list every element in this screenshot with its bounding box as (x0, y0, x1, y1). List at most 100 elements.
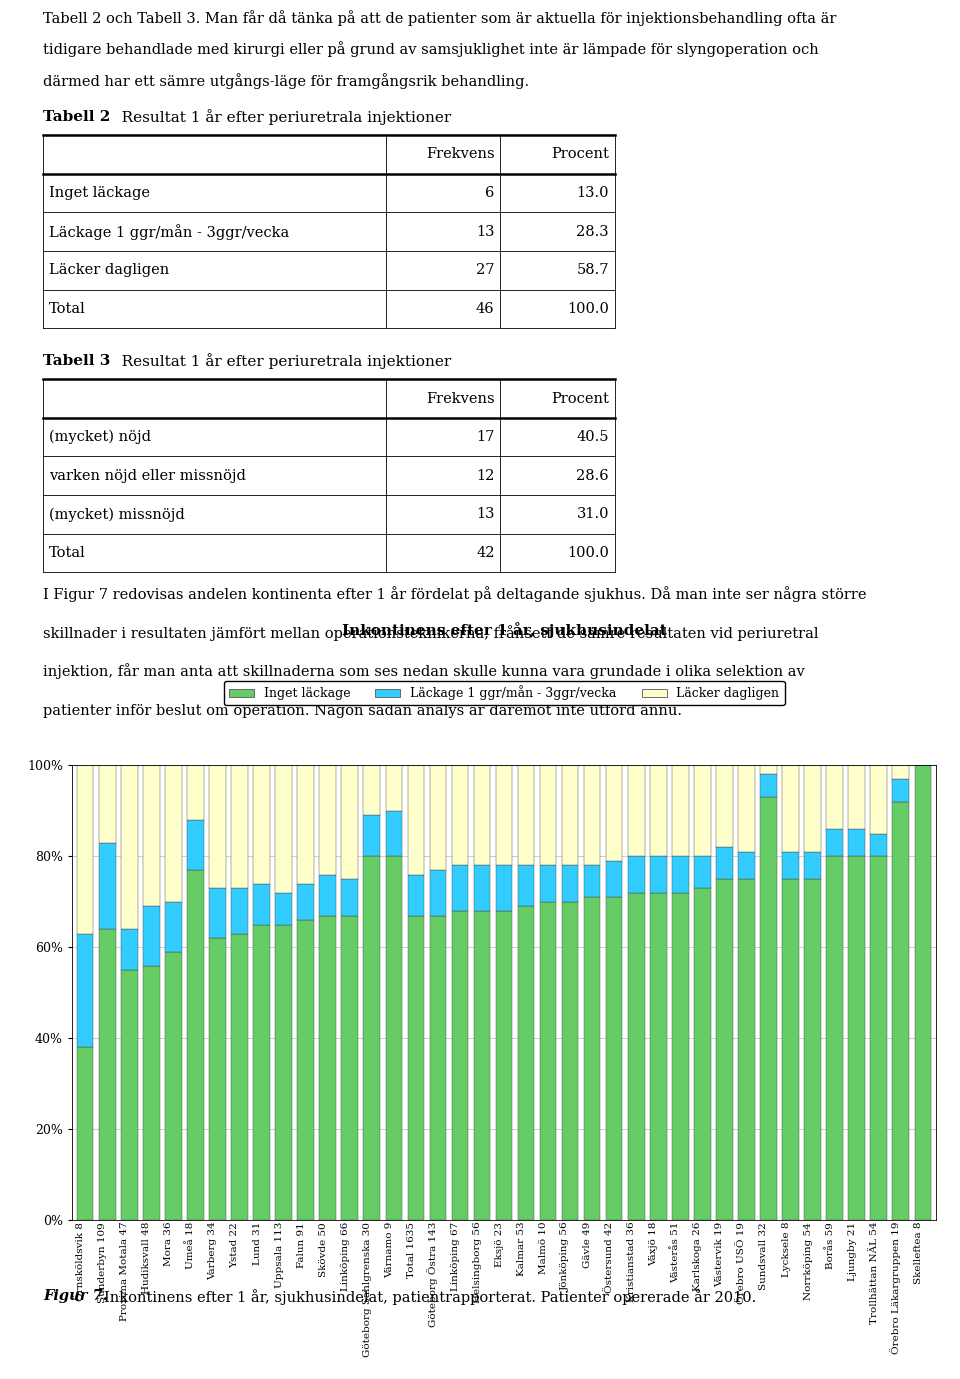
Bar (606, 860, 622, 898)
Text: Tabell 2 och Tabell 3. Man får då tänka på att de patienter som är aktuella för : Tabell 2 och Tabell 3. Man får då tänka … (43, 10, 836, 26)
Bar (760, 775, 777, 797)
Text: 17: 17 (476, 430, 494, 444)
Text: Resultat 1 år efter periuretrala injektioner: Resultat 1 år efter periuretrala injekti… (108, 353, 452, 370)
Bar (716, 765, 732, 847)
Legend: Inget läckage, Läckage 1 ggr/mån - 3ggr/vecka, Läcker dagligen: Inget läckage, Läckage 1 ggr/mån - 3ggr/… (224, 681, 784, 706)
Bar (187, 765, 204, 821)
Bar (738, 765, 755, 852)
Bar (495, 866, 513, 912)
Text: 58.7: 58.7 (576, 263, 609, 277)
Bar (276, 765, 292, 892)
Bar (827, 856, 843, 1220)
Text: 100.0: 100.0 (567, 546, 609, 560)
Bar (672, 892, 688, 1220)
Text: I Figur 7 redovisas andelen kontinenta efter 1 år fördelat på deltagande sjukhus: I Figur 7 redovisas andelen kontinenta e… (43, 586, 867, 603)
Bar (253, 765, 270, 884)
Text: 31.0: 31.0 (576, 507, 609, 521)
Bar (320, 765, 336, 874)
Text: Inget läckage: Inget läckage (49, 186, 150, 200)
Bar (276, 924, 292, 1220)
Bar (849, 765, 865, 829)
Bar (187, 870, 204, 1220)
Bar (298, 920, 314, 1220)
Bar (473, 765, 491, 866)
Bar (77, 1048, 93, 1220)
Bar (77, 934, 93, 1048)
Bar (893, 779, 909, 801)
Bar (209, 765, 226, 888)
Bar (386, 765, 402, 811)
Text: Läcker dagligen: Läcker dagligen (49, 263, 169, 277)
Text: Frekvens: Frekvens (426, 148, 494, 161)
Bar (143, 965, 159, 1220)
Bar (606, 765, 622, 860)
Bar (782, 852, 799, 880)
Bar (540, 866, 557, 902)
Text: 28.6: 28.6 (576, 469, 609, 483)
Bar (738, 880, 755, 1220)
Bar (738, 852, 755, 880)
Text: Frekvens: Frekvens (426, 392, 494, 405)
Bar (517, 765, 535, 866)
Bar (672, 765, 688, 856)
Text: 13.0: 13.0 (576, 186, 609, 200)
Text: 6: 6 (485, 186, 494, 200)
Bar (165, 952, 181, 1220)
Text: (mycket) missnöjd: (mycket) missnöjd (49, 507, 184, 521)
Bar (562, 765, 578, 866)
Bar (364, 856, 380, 1220)
Bar (430, 765, 446, 870)
Bar (298, 884, 314, 920)
Bar (99, 929, 115, 1220)
Bar (209, 888, 226, 938)
Bar (716, 880, 732, 1220)
Text: injektion, får man anta att skillnaderna som ses nedan skulle kunna vara grundad: injektion, får man anta att skillnaderna… (43, 663, 804, 680)
Text: Inkontinens efter 1 år, sjukhusindelat, patientrapporterat. Patienter opererade : Inkontinens efter 1 år, sjukhusindelat, … (104, 1289, 756, 1306)
Bar (584, 898, 600, 1220)
Bar (143, 765, 159, 906)
Bar (364, 765, 380, 815)
Bar (430, 916, 446, 1220)
Bar (451, 912, 468, 1220)
Bar (827, 765, 843, 829)
Bar (209, 938, 226, 1220)
Bar (320, 874, 336, 916)
Text: 40.5: 40.5 (576, 430, 609, 444)
Text: 27: 27 (476, 263, 494, 277)
Bar (760, 797, 777, 1220)
Bar (495, 765, 513, 866)
Bar (606, 898, 622, 1220)
Text: Läckage 1 ggr/mån - 3ggr/vecka: Läckage 1 ggr/mån - 3ggr/vecka (49, 223, 289, 240)
Bar (628, 765, 644, 856)
Bar (430, 870, 446, 916)
Bar (782, 880, 799, 1220)
Bar (495, 912, 513, 1220)
Bar (408, 765, 424, 874)
Text: patienter inför beslut om operation. Någon sådan analys är däremot inte utförd ä: patienter inför beslut om operation. Någ… (43, 702, 683, 718)
Bar (231, 934, 248, 1220)
Bar (871, 833, 887, 856)
Text: 42: 42 (476, 546, 494, 560)
Text: Resultat 1 år efter periuretrala injektioner: Resultat 1 år efter periuretrala injekti… (108, 109, 452, 125)
Text: 100.0: 100.0 (567, 302, 609, 316)
Text: Total: Total (49, 302, 85, 316)
Bar (804, 852, 821, 880)
Bar (121, 929, 137, 971)
Bar (650, 892, 666, 1220)
Bar (540, 765, 557, 866)
Bar (694, 888, 710, 1220)
Text: Tabell 2: Tabell 2 (43, 110, 110, 124)
Bar (320, 916, 336, 1220)
Bar (473, 912, 491, 1220)
Bar (451, 765, 468, 866)
Bar (804, 765, 821, 852)
Bar (650, 765, 666, 856)
Bar (540, 902, 557, 1220)
Text: Procent: Procent (551, 392, 609, 405)
Bar (121, 765, 137, 929)
Text: Inkontinens efter 1 år, sjukhusindelat: Inkontinens efter 1 år, sjukhusindelat (342, 622, 666, 638)
Text: Tabell 3: Tabell 3 (43, 354, 110, 368)
Bar (99, 843, 115, 929)
Bar (871, 765, 887, 833)
Bar (187, 821, 204, 870)
